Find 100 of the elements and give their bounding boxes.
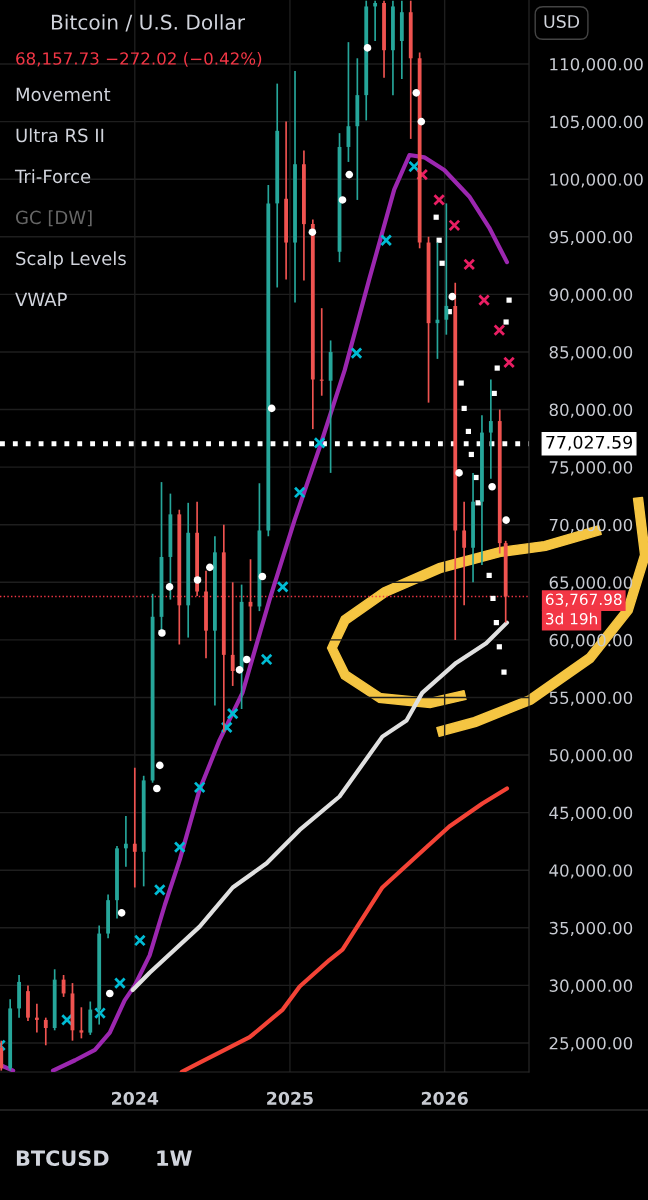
x-tick-label: 2025: [267, 1091, 313, 1105]
point: [153, 883, 166, 896]
text: 68,157.73 −272.02 (−0.42%): [16, 51, 262, 67]
point: [502, 516, 510, 524]
point: [165, 583, 174, 591]
point: [226, 707, 239, 720]
candlestick: [0, 1039, 4, 1072]
point: [345, 170, 354, 179]
point: [448, 292, 457, 301]
point: [258, 572, 267, 581]
point: [193, 781, 206, 794]
line-series: [179, 786, 510, 1072]
y-tick-label: 85,000.00: [549, 345, 633, 361]
y-tick-label: 100,000.00: [550, 173, 643, 188]
point: [503, 319, 509, 325]
point: [235, 666, 244, 674]
annotation: Scalp Levels: [16, 251, 126, 269]
text: 1W: [157, 1150, 192, 1166]
point: [461, 405, 467, 411]
y-tick-label: 75,000.00: [549, 461, 633, 476]
candlestick: [462, 500, 467, 607]
line-series: [130, 620, 510, 993]
point: [156, 761, 164, 770]
y-tick-label: 25,000.00: [549, 1036, 633, 1052]
point: [501, 669, 507, 675]
y-tick-label: 30,000.00: [549, 979, 633, 994]
ref-line-label: 77,027.59: [546, 435, 633, 451]
point: [105, 989, 114, 998]
point: [117, 909, 126, 917]
point: [493, 324, 506, 337]
annotation: Ultra RS II: [16, 128, 104, 143]
point: [439, 260, 445, 266]
candlestick: [373, 0, 378, 42]
point: [463, 258, 476, 271]
point: [412, 89, 421, 97]
candlestick: [79, 1006, 84, 1040]
y-tick-label: 35,000.00: [549, 921, 633, 937]
point: [308, 228, 317, 236]
y-tick-label: 65,000.00: [549, 576, 633, 591]
text: Bitcoin / U.S. Dollar: [51, 14, 246, 32]
point: [448, 219, 461, 232]
point: [496, 644, 502, 650]
candlestick: [43, 1016, 48, 1047]
point: [468, 451, 474, 458]
point: [417, 117, 426, 126]
point: [436, 237, 442, 243]
point: [478, 294, 491, 307]
point: [506, 297, 512, 303]
point: [455, 469, 463, 477]
candlestick: [132, 766, 137, 889]
candlestick: [88, 1000, 93, 1036]
point: [242, 655, 251, 664]
y-tick-label: 70,000.00: [549, 518, 633, 533]
annotation: Movement: [16, 87, 111, 102]
point: [173, 841, 186, 854]
text: 3d 19h: [546, 612, 597, 625]
point: [350, 347, 363, 360]
y-tick-label: 40,000.00: [549, 864, 633, 879]
y-tick-label: 105,000.00: [550, 115, 643, 130]
y-tick-label: 110,000.00: [550, 58, 643, 73]
y-tick-label: 45,000.00: [549, 806, 633, 821]
point: [133, 934, 146, 947]
point: [503, 356, 516, 369]
candlestick: [319, 307, 324, 397]
point: [433, 214, 439, 220]
text: USD: [544, 14, 580, 29]
point: [493, 620, 499, 626]
point: [488, 482, 496, 491]
point: [260, 653, 273, 666]
point: [486, 572, 492, 578]
y-tick-label: 95,000.00: [549, 230, 633, 246]
point: [491, 390, 497, 397]
point: [158, 629, 166, 637]
point: [276, 580, 289, 593]
y-tick-label: 55,000.00: [549, 691, 633, 706]
point: [113, 977, 127, 990]
y-tick-label: 80,000.00: [549, 403, 633, 418]
point: [313, 436, 326, 449]
point: [363, 44, 372, 52]
x-tick-label: 2024: [112, 1091, 159, 1105]
point: [293, 486, 306, 499]
point: [458, 380, 464, 386]
point: [153, 784, 161, 793]
annotation: VWAP: [15, 292, 67, 306]
text: BTCUSD: [16, 1150, 109, 1167]
point: [465, 428, 471, 435]
point: [380, 234, 393, 247]
x-tick-label: 2026: [421, 1091, 468, 1105]
y-tick-label: 90,000.00: [549, 288, 633, 303]
annotation: GC [DW]: [16, 210, 92, 227]
point: [193, 576, 202, 584]
point: [494, 365, 500, 371]
y-tick-label: 50,000.00: [549, 749, 633, 764]
point: [206, 563, 214, 572]
point: [433, 193, 446, 206]
point: [490, 595, 496, 602]
point: [338, 196, 347, 204]
annotation: Tri-Force: [14, 169, 91, 184]
ref-line-label: 63,767.98: [545, 593, 622, 607]
candlestick: [230, 581, 235, 687]
